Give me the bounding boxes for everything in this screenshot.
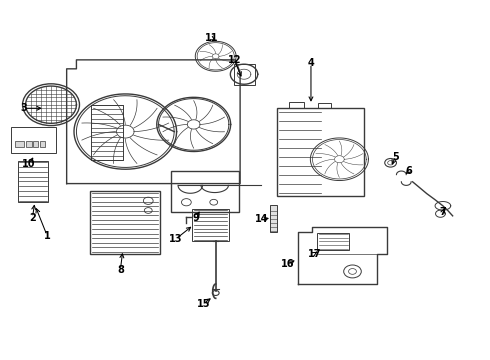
Text: 16: 16 [281,259,295,269]
Bar [90,191,160,253]
Text: 10: 10 [22,159,36,169]
Text: 11: 11 [205,33,219,43]
Text: 8: 8 [117,265,124,275]
Bar [91,105,123,160]
Text: 3: 3 [21,103,27,113]
Text: 13: 13 [169,234,182,244]
Bar [171,171,239,212]
Bar [26,140,32,147]
Bar [40,140,45,147]
Text: 12: 12 [227,55,241,65]
Bar [15,140,24,147]
Text: 15: 15 [196,299,210,309]
Bar [289,102,304,108]
Text: 17: 17 [308,248,321,258]
Text: 9: 9 [193,213,199,222]
Bar [18,161,48,202]
Text: 2: 2 [29,213,36,222]
Bar [192,209,229,241]
Bar [318,103,331,108]
Bar [11,127,56,153]
Bar [318,233,349,250]
Text: 1: 1 [44,231,50,240]
Bar [270,205,277,232]
Text: 6: 6 [405,166,412,176]
Text: 5: 5 [392,152,399,162]
Text: 14: 14 [255,215,269,224]
Bar [33,140,38,147]
Bar [234,64,255,85]
Text: 4: 4 [308,58,315,68]
Text: 7: 7 [440,207,446,217]
Bar [277,108,364,196]
